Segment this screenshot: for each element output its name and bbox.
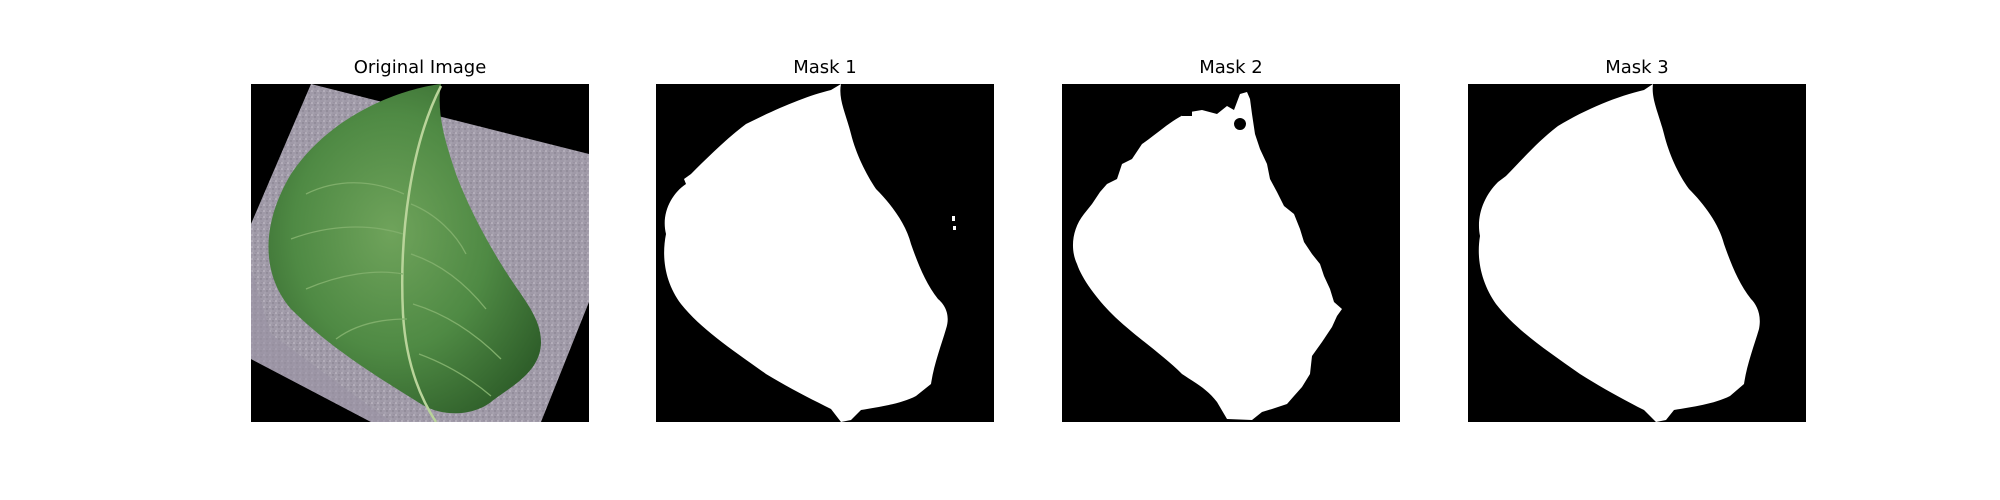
mask-1-image <box>656 84 994 422</box>
panel-mask-2: Mask 2 <box>1062 0 1400 500</box>
panel-title: Mask 3 <box>1605 57 1669 78</box>
panel-original-image: Original Image <box>251 0 589 500</box>
panel-title: Mask 1 <box>793 57 857 78</box>
panel-title: Original Image <box>353 57 487 78</box>
mask-3-image <box>1468 84 1806 422</box>
panel-mask-1: Mask 1 <box>656 0 994 500</box>
panel-mask-3: Mask 3 <box>1468 0 1806 500</box>
panel-title: Mask 2 <box>1199 57 1263 78</box>
original-leaf-image <box>251 84 589 422</box>
mask-2-image <box>1062 84 1400 422</box>
